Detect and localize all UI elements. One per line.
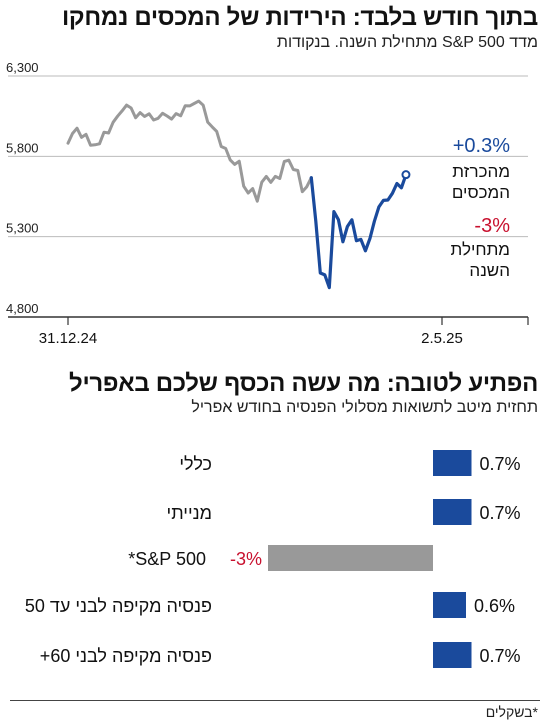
footnote: *בשקלים [485, 704, 538, 720]
bar [433, 499, 472, 525]
bar [433, 642, 472, 668]
bar-chart-title: הפתיע לטובה: מה עשה הכסף שלכם באפריל [69, 370, 538, 397]
annotation-label: מהכרזת [452, 162, 510, 181]
annotation-value: +0.3% [453, 135, 510, 157]
chart-subtitle: מדד S&P 500 מתחילת השנה. בנקודות [276, 34, 538, 51]
bar-category-label: מנייתי [167, 503, 212, 523]
bar-value-label: 0.7% [480, 454, 521, 474]
x-tick-label: 31.12.24 [39, 330, 97, 347]
bar-value-label: 0.6% [474, 596, 515, 616]
series-line-blue [309, 172, 408, 290]
bar-value-label: -3% [230, 549, 262, 569]
y-tick-label: 5,800 [6, 140, 39, 155]
annotation-label: המכסים [452, 183, 510, 202]
y-tick-label: 4,800 [6, 301, 39, 316]
y-tick-label: 6,300 [6, 60, 39, 75]
bar-category-label: כללי [179, 454, 212, 474]
series-line-gray [66, 99, 313, 203]
end-point-marker [401, 170, 411, 180]
bar-value-label: 0.7% [480, 503, 521, 523]
chart-title: בתוך חודש בלבד: הירידות של המכסים נמחקו [61, 4, 538, 31]
annotation-value: -3% [474, 215, 510, 237]
y-tick-label: 5,300 [6, 221, 39, 236]
bar [268, 545, 433, 571]
bar-category-label: S&P 500* [128, 549, 206, 569]
annotation-label: השנה [469, 261, 510, 280]
bar-chart: 0.7% כללי 0.7% מנייתי -3% S&P 500* 0.6% פנסיה מ… [25, 450, 521, 668]
annotation-label: מתחילת [451, 240, 510, 259]
bar-chart-subtitle: תחזית מיטב לתשואות מסלולי הפנסיה בחודש א… [191, 399, 538, 416]
footer-divider [10, 700, 540, 701]
bar-value-label: 0.7% [480, 646, 521, 666]
bar [433, 450, 472, 476]
bar-category-label: פנסיה מקיפה לבני 60+ [40, 646, 212, 666]
bar [433, 592, 466, 618]
x-tick-label: 2.5.25 [421, 330, 463, 347]
bar-category-label: פנסיה מקיפה לבני עד 50 [25, 596, 212, 616]
